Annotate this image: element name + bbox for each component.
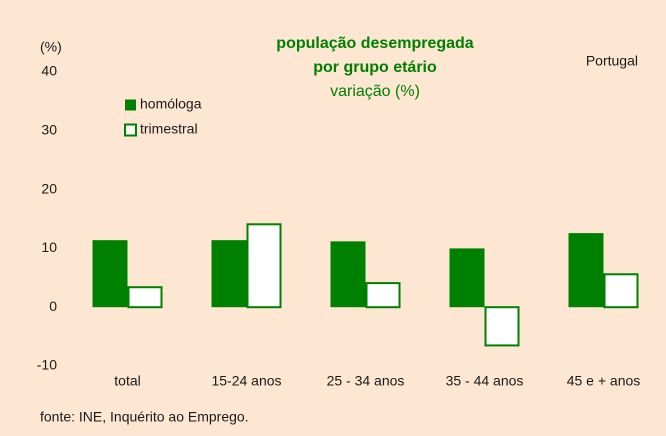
chart-title: população desempregada: [276, 35, 473, 52]
x-tick-label: 15-24 anos: [211, 373, 281, 389]
x-tick-label: 35 - 44 anos: [446, 373, 524, 389]
bar: [568, 233, 604, 308]
bar: [127, 286, 163, 309]
legend-swatch: [124, 123, 137, 137]
y-tick-label: 10: [41, 239, 57, 255]
chart-subtitle: variação (%): [330, 83, 420, 100]
bar: [246, 223, 282, 309]
y-tick-label: -10: [37, 357, 57, 373]
y-axis-label: (%): [40, 39, 62, 55]
bar: [484, 306, 520, 347]
bar: [330, 241, 366, 308]
bar: [449, 248, 485, 308]
bar: [211, 240, 247, 308]
y-tick-label: 20: [41, 180, 57, 196]
legend-label: trimestral: [140, 121, 198, 137]
x-tick-label: 45 e + anos: [567, 373, 641, 389]
y-tick-label: 30: [41, 122, 57, 138]
x-tick-label: total: [114, 373, 140, 389]
legend-label: homóloga: [140, 96, 202, 112]
x-tick-label: 25 - 34 anos: [327, 373, 405, 389]
legend-swatch: [125, 99, 136, 111]
y-tick-label: 0: [49, 298, 57, 314]
chart-title: por grupo etário: [313, 59, 437, 76]
bar: [92, 240, 128, 308]
y-tick-label: 40: [41, 63, 57, 79]
bar: [365, 282, 401, 309]
source: fonte: INE, Inquérito ao Emprego.: [40, 409, 249, 425]
bar: [603, 273, 639, 309]
annotation: Portugal: [586, 53, 638, 69]
